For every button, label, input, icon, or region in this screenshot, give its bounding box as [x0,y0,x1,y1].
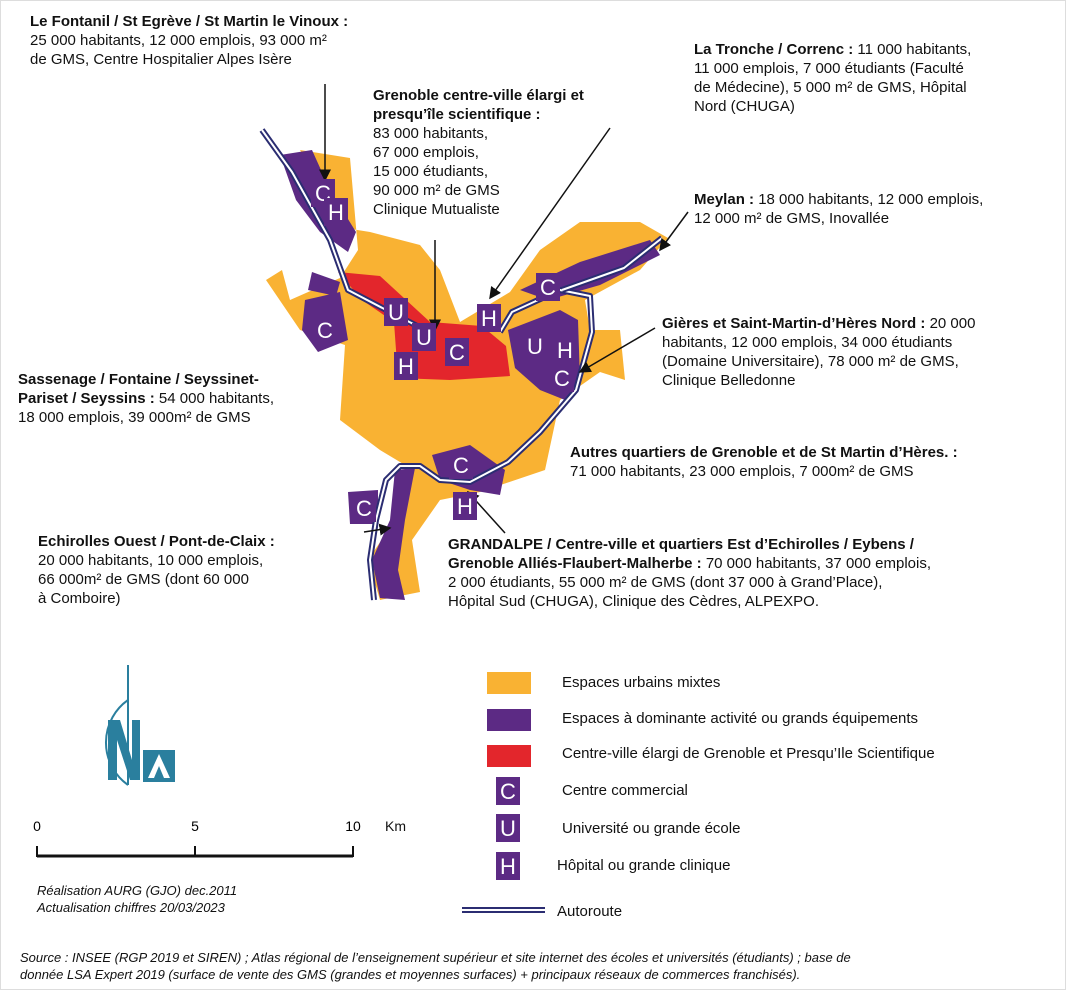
marker-letter: H [481,306,497,331]
marker-box [313,316,337,344]
marker-box [496,777,520,805]
marker-letter: C [453,453,469,478]
annotation-title: Grenoble centre-ville élargi et presqu’î… [373,87,584,123]
marker-letter: C [500,779,516,804]
annotation-text: 54 000 habitants, 18 000 emplois, 39 000… [18,390,275,426]
annotation: La Tronche / Correnc : 11 000 habitants,… [694,40,971,116]
marker-box [523,332,547,360]
marker-letter: U [416,325,432,350]
marker-box [449,451,473,479]
annotation-title: Sassenage / Fontaine / Seyssinet- Parise… [18,371,259,407]
pointers [319,84,689,536]
annotation-text: 83 000 habitants, 67 000 emplois, 15 000… [373,125,500,218]
scale-unit: Km [385,818,406,834]
annotation: Le Fontanil / St Egrève / St Martin le V… [30,12,348,69]
legend-label: Université ou grande école [562,820,741,837]
credit: Réalisation AURG (GJO) dec.2011 [37,883,238,898]
marker-box [394,352,418,380]
legend-swatches [462,672,545,913]
annotation-text: 20 000 habitants, 12 000 emplois, 34 000… [662,315,976,389]
marker-box [496,814,520,842]
marker-letter: H [328,200,344,225]
annotation-title: GRANDALPE / Centre-ville et quartiers Es… [448,536,914,572]
marker-box [496,852,520,880]
marker-letter: U [500,816,516,841]
marker-box [553,336,577,364]
marker-letter: C [317,318,333,343]
marker-letter: C [554,366,570,391]
marker-letter: H [398,354,414,379]
annotation: Autres quartiers de Grenoble et de St Ma… [570,443,958,481]
scale-label: 5 [191,818,199,834]
annotation-title: Gières et Saint-Martin-d’Hères Nord : [662,315,926,332]
annotation-title: Autres quartiers de Grenoble et de St Ma… [570,444,958,461]
annotation-title: La Tronche / Correnc : [694,41,854,58]
annotation-title: Echirolles Ouest / Pont-de-Claix : [38,533,275,550]
marker-box [384,298,408,326]
marker-box [412,323,436,351]
legend-label: Espaces à dominante activité ou grands é… [562,710,919,727]
source: Source : INSEE (RGP 2019 et SIREN) ; Atl… [20,950,851,982]
marker-box [477,304,501,332]
logo [105,665,175,786]
credit: Actualisation chiffres 20/03/2023 [37,900,225,915]
scale-label: 0 [33,818,41,834]
marker-box [445,338,469,366]
marker-box [324,198,348,226]
annotation: Grenoble centre-ville élargi et presqu’î… [373,86,584,219]
marker-letter: C [356,496,372,521]
annotation-text: 70 000 habitants, 37 000 emplois, 2 000 … [448,555,931,610]
annotation-title: Meylan : [694,191,755,208]
legend-label: Centre commercial [562,782,688,799]
annotation-text: 71 000 habitants, 23 000 emplois, 7 000m… [570,463,914,480]
legend-label: Espaces urbains mixtes [562,674,721,691]
marker-box [536,273,560,301]
annotation-text: 25 000 habitants, 12 000 emplois, 93 000… [30,32,327,68]
annotation-text: 11 000 habitants, 11 000 emplois, 7 000 … [694,41,972,115]
annotation-text: 18 000 habitants, 12 000 emplois, 12 000… [694,191,984,227]
marker-letter: C [449,340,465,365]
marker-letter: U [388,300,404,325]
annotation: Sassenage / Fontaine / Seyssinet- Parise… [18,370,274,427]
annotation-title: Le Fontanil / St Egrève / St Martin le V… [30,13,349,30]
legend-label: Hôpital ou grande clinique [557,857,731,874]
marker-letter: H [500,854,516,879]
marker-letter: C [540,275,556,300]
annotation: Meylan : 18 000 habitants, 12 000 emploi… [694,190,983,228]
marker-letter: H [457,494,473,519]
annotation: GRANDALPE / Centre-ville et quartiers Es… [448,535,931,611]
legend-label: Centre-ville élargi de Grenoble et Presq… [562,745,935,762]
annotation-text: 20 000 habitants, 10 000 emplois, 66 000… [38,552,264,607]
marker-box [453,492,477,520]
scale-label: 10 [345,818,361,834]
marker-letter: H [557,338,573,363]
marker-letter: U [527,334,543,359]
annotation: Echirolles Ouest / Pont-de-Claix : 20 000… [38,532,275,608]
marker-box [550,364,574,392]
marker-box [352,494,376,522]
annotation: Gières et Saint-Martin-d’Hères Nord : 20… [662,314,975,390]
legend-label: Autoroute [557,903,623,920]
